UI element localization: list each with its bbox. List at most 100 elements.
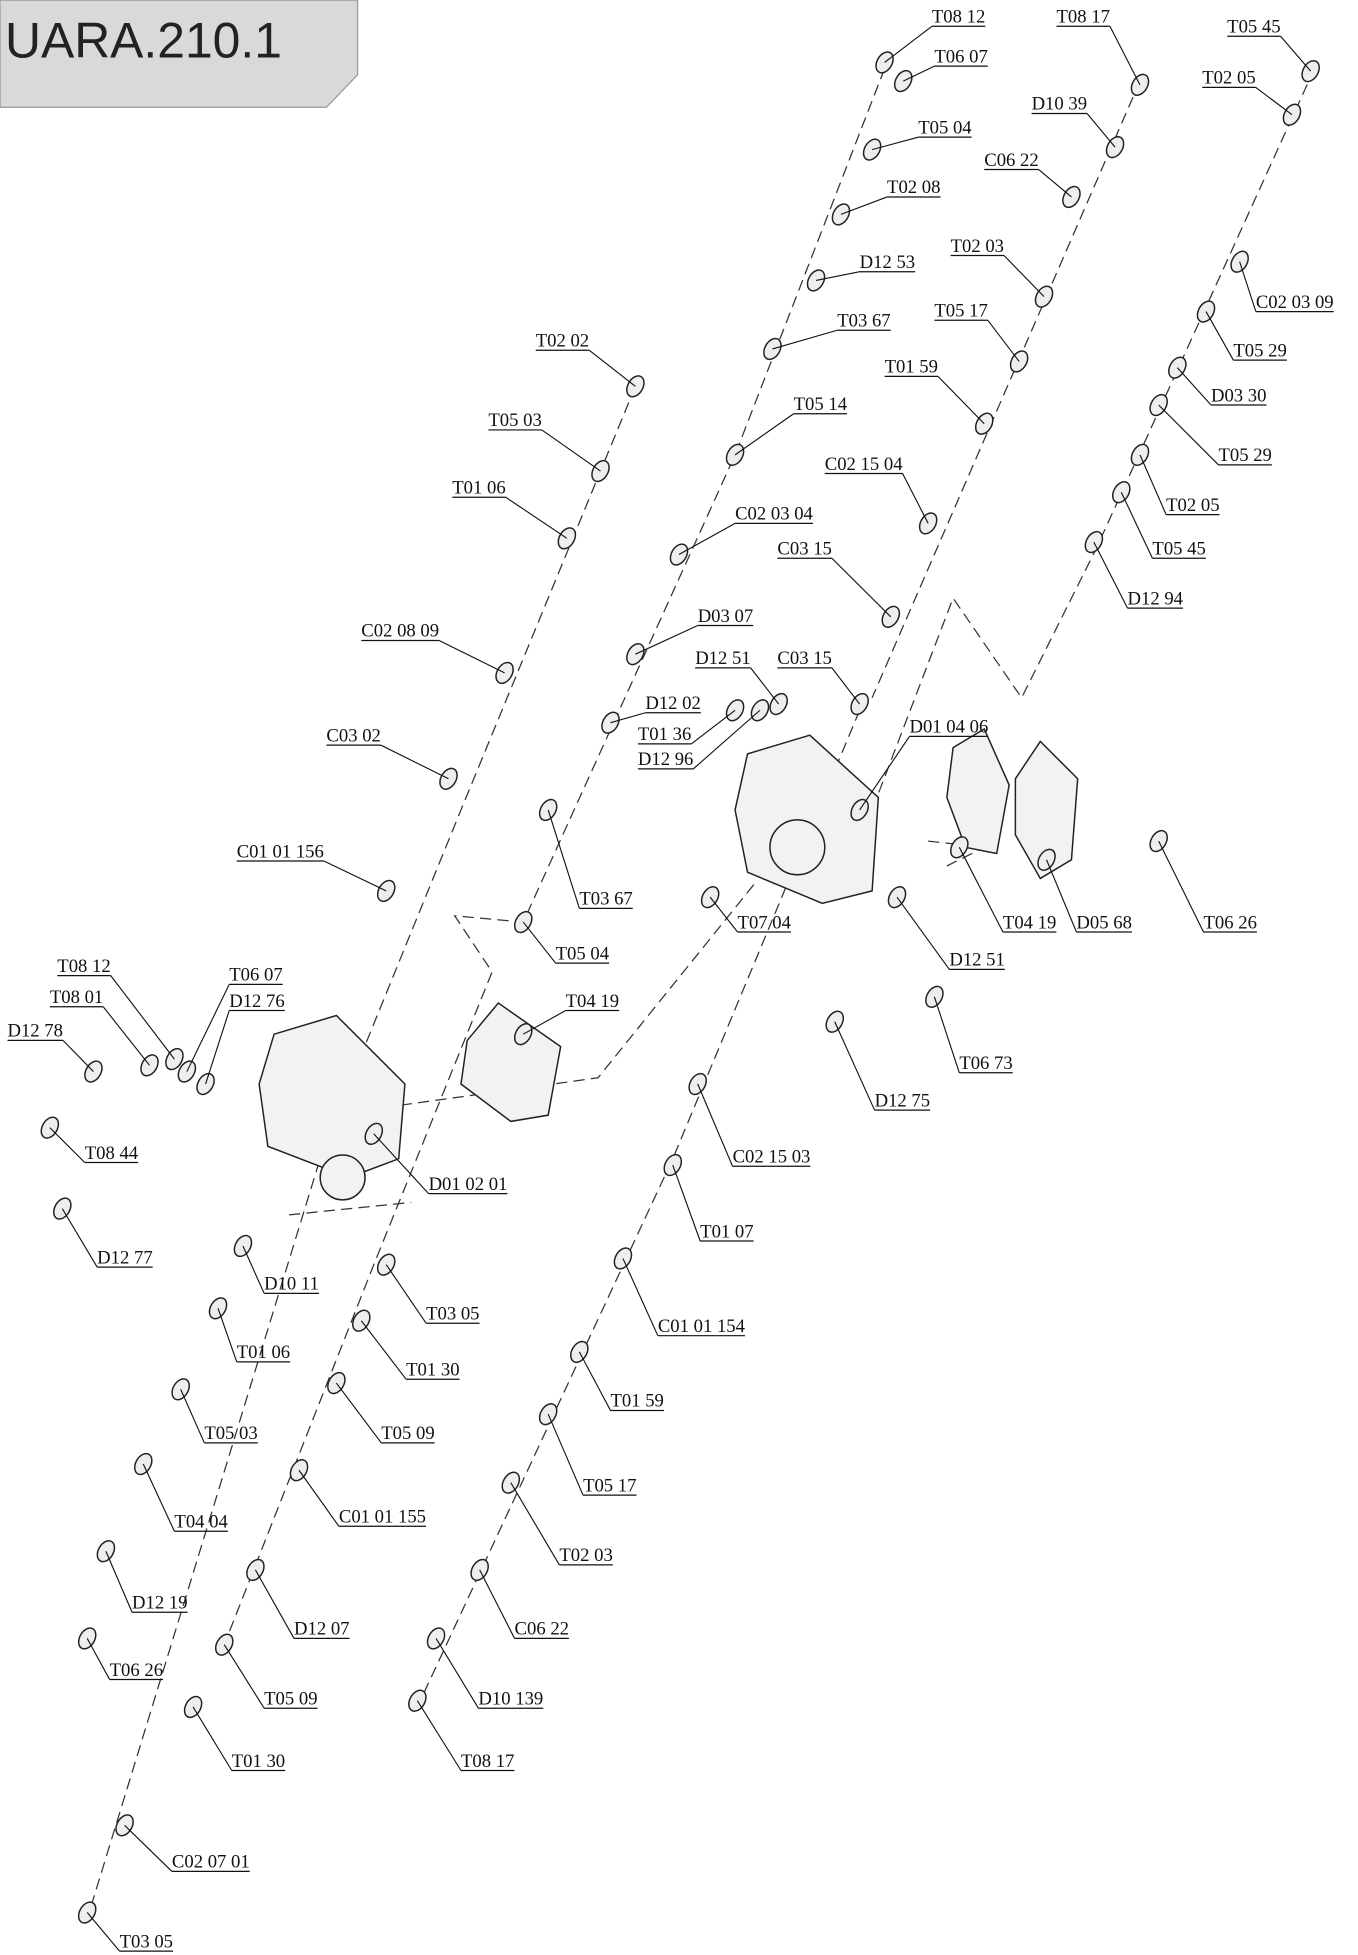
part <box>208 1297 228 1320</box>
leader-line <box>1176 367 1212 406</box>
callout-label: T05 03 <box>488 410 541 431</box>
leader-line <box>772 329 838 350</box>
leader-line <box>831 557 892 618</box>
callout-label: T03 67 <box>837 311 890 332</box>
leader-line <box>831 667 861 705</box>
leader-line <box>522 1010 566 1035</box>
leader-line <box>242 1245 265 1294</box>
callout-label: T05 09 <box>264 1688 317 1709</box>
part <box>591 459 610 483</box>
part <box>133 1452 153 1476</box>
leader-line <box>937 375 985 425</box>
housing-bore <box>769 819 826 876</box>
leader-line <box>1139 454 1167 515</box>
callout-label: C01 01 154 <box>658 1316 746 1337</box>
leader-line <box>335 1382 382 1444</box>
leader-line <box>678 522 736 556</box>
title: UARA.210.1 <box>5 12 282 68</box>
callout-label: T05 14 <box>794 394 848 415</box>
callout-label: T04 19 <box>566 991 619 1012</box>
leader-line <box>1158 840 1205 933</box>
leader-line <box>416 1700 462 1771</box>
gasket <box>460 1002 562 1123</box>
part <box>1130 73 1150 96</box>
leader-line <box>1093 541 1129 609</box>
housing-bore <box>319 1154 366 1201</box>
leader-line <box>438 639 505 674</box>
callout-label: D12 78 <box>7 1021 63 1042</box>
part <box>140 1054 159 1077</box>
leader-line <box>186 984 230 1072</box>
callout-label: T01 06 <box>237 1342 290 1363</box>
leader-line <box>834 1021 876 1111</box>
callout-label: T01 06 <box>452 477 505 498</box>
callout-label: T06 07 <box>229 965 282 986</box>
leader-line <box>884 25 933 63</box>
leader-line <box>385 1264 427 1324</box>
leader-line <box>635 625 698 655</box>
leader-line <box>1038 169 1072 198</box>
callout-label: C02 15 04 <box>825 454 903 475</box>
part <box>1062 185 1081 209</box>
callout-label: T05 03 <box>204 1423 257 1444</box>
callout-label: T01 59 <box>885 357 938 378</box>
leader-line <box>547 1413 584 1496</box>
callout-label: D12 07 <box>294 1619 350 1640</box>
part <box>831 203 851 226</box>
part <box>626 375 645 398</box>
leader-line <box>750 667 780 705</box>
part <box>177 1060 197 1083</box>
housings <box>258 727 1079 1201</box>
leader-line <box>1158 404 1219 466</box>
callout-label: C03 15 <box>777 648 831 669</box>
callout-label: T03 05 <box>426 1303 479 1324</box>
callout-label: C02 03 09 <box>1256 292 1334 313</box>
part <box>806 269 826 292</box>
callout-label: T01 30 <box>406 1360 459 1381</box>
callout-label: C03 15 <box>777 539 831 560</box>
callout-label: C02 07 01 <box>172 1852 250 1873</box>
callout-label: T06 07 <box>934 46 987 67</box>
callout-label: C02 03 04 <box>735 504 813 525</box>
callout-label: C06 22 <box>984 150 1038 171</box>
housing-rear <box>734 734 880 905</box>
callout-label: T06 73 <box>959 1053 1012 1074</box>
leader-line <box>1205 311 1234 361</box>
leader-line <box>1120 491 1153 559</box>
leader-line <box>254 1569 295 1639</box>
callout-label: D03 30 <box>1211 385 1267 406</box>
leader-line <box>124 1824 173 1872</box>
callout-label: T02 08 <box>887 177 940 198</box>
callout-label: T05 29 <box>1233 340 1286 361</box>
leader-line <box>223 1644 265 1709</box>
leader-line <box>697 1083 734 1167</box>
title-tab: UARA.210.1 <box>0 0 359 108</box>
callout-label: D12 96 <box>638 749 694 770</box>
callout-label: T06 26 <box>110 1660 163 1681</box>
callout-label: D12 53 <box>860 252 916 273</box>
callouts: T08 12 T06 07 T08 17 T05 45 T02 05 D10 39 T05 … <box>7 7 1334 1952</box>
leader-line <box>217 1308 238 1363</box>
leader-line <box>380 744 449 780</box>
leader-line <box>578 1351 611 1411</box>
callout-label: T05 04 <box>556 943 610 964</box>
callout-label: T03 05 <box>120 1931 173 1952</box>
leader-line <box>588 349 636 387</box>
leader-line <box>105 1551 133 1613</box>
leader-line <box>1239 261 1257 312</box>
callout-label: D12 94 <box>1128 588 1184 609</box>
callout-label: D10 39 <box>1032 94 1087 115</box>
cover <box>1014 740 1079 880</box>
leader-line <box>547 809 580 909</box>
leader-line <box>61 1208 98 1268</box>
part <box>750 699 770 722</box>
leader-line <box>373 1133 429 1195</box>
leader-line <box>479 1569 516 1639</box>
callout-label: T02 03 <box>951 236 1004 257</box>
leader-line <box>102 1006 150 1066</box>
part <box>626 643 645 666</box>
part <box>289 1459 309 1482</box>
part <box>557 527 577 550</box>
callout-label: T02 02 <box>536 330 589 351</box>
